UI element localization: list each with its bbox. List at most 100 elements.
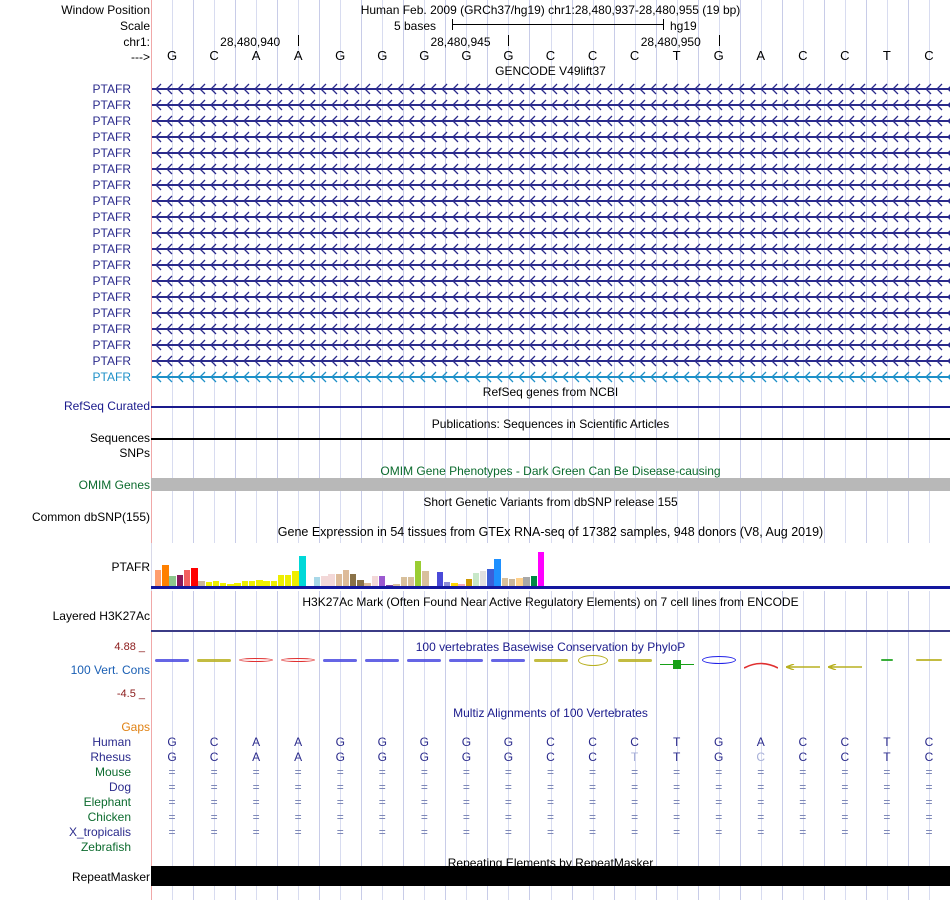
conservation-phylop-plot[interactable] (151, 634, 950, 694)
gencode-gene-label[interactable]: PTAFR (92, 114, 131, 128)
gencode-gene-label[interactable]: PTAFR (92, 194, 131, 208)
gtex-tissue-bar[interactable] (256, 579, 263, 588)
gencode-transcript-row[interactable]: PTAFR (0, 113, 950, 129)
gtex-tissue-bar[interactable] (516, 578, 523, 588)
multiz-species-label[interactable]: Zebrafish (80, 840, 131, 854)
gencode-transcript-row[interactable]: PTAFR (0, 97, 950, 113)
gtex-tissue-bar[interactable] (220, 583, 227, 588)
gencode-gene-label[interactable]: PTAFR (92, 210, 131, 224)
gencode-transcript-row[interactable]: PTAFR (0, 209, 950, 225)
gencode-gene-label[interactable]: PTAFR (92, 338, 131, 352)
gencode-gene-label[interactable]: PTAFR (92, 82, 131, 96)
gtex-tissue-bar[interactable] (415, 561, 422, 588)
gencode-gene-label[interactable]: PTAFR (92, 146, 131, 160)
gtex-tissue-bar[interactable] (494, 558, 501, 588)
gencode-gene-label[interactable]: PTAFR (92, 354, 131, 368)
gtex-tissue-bar[interactable] (487, 568, 494, 588)
gencode-transcript-row[interactable]: PTAFR (0, 129, 950, 145)
gtex-tissue-bar[interactable] (465, 578, 472, 588)
multiz-species-row[interactable]: Dog = = = = = = = = = = = = = = = = = = = (0, 780, 950, 795)
gtex-tissue-bar[interactable] (422, 571, 429, 588)
gtex-tissue-bar[interactable] (530, 575, 537, 588)
gtex-tissue-bar[interactable] (472, 573, 480, 588)
multiz-species-row[interactable]: X_tropicalis = = = = = = = = = = = = = = = = = = = (0, 825, 950, 840)
multiz-species-label[interactable]: Mouse (94, 765, 131, 779)
gencode-transcript-row[interactable]: PTAFR (0, 321, 950, 337)
gtex-tissue-bar[interactable] (443, 582, 451, 588)
gtex-tissue-bar[interactable] (436, 572, 444, 588)
gtex-tissue-bar[interactable] (480, 570, 487, 588)
gencode-gene-label[interactable]: PTAFR (92, 242, 131, 256)
gtex-tissue-bar[interactable] (342, 569, 350, 588)
gencode-gene-label[interactable]: PTAFR (92, 162, 131, 176)
gencode-gene-label[interactable]: PTAFR (92, 258, 131, 272)
gtex-tissue-bar[interactable] (393, 583, 400, 588)
multiz-species-label[interactable]: Human (92, 735, 131, 749)
gencode-gene-label[interactable]: PTAFR (92, 306, 131, 320)
multiz-species-row[interactable]: Human G C A A G G G G G C C C T G A C C T C (0, 735, 950, 750)
gtex-tissue-bar[interactable] (371, 576, 379, 588)
multiz-species-row[interactable]: Mouse = = = = = = = = = = = = = = = = = = = (0, 765, 950, 780)
gencode-gene-label[interactable]: PTAFR (92, 322, 131, 336)
gencode-gene-label[interactable]: PTAFR (92, 98, 131, 112)
gtex-tissue-bar[interactable] (458, 583, 465, 588)
gtex-tissue-bar[interactable] (299, 556, 306, 588)
multiz-species-label[interactable]: X_tropicalis (68, 825, 131, 839)
gencode-gene-label[interactable]: PTAFR (92, 178, 131, 192)
gtex-tissue-bar[interactable] (350, 573, 357, 588)
gencode-transcript-row[interactable]: PTAFR (0, 161, 950, 177)
gtex-tissue-bar[interactable] (241, 581, 249, 588)
gtex-tissue-bar[interactable] (248, 580, 256, 588)
gtex-tissue-bar[interactable] (407, 577, 415, 588)
gencode-transcript-row[interactable]: PTAFR (0, 193, 950, 209)
gtex-tissue-bar[interactable] (364, 583, 371, 588)
gtex-tissue-bar[interactable] (285, 574, 292, 588)
gencode-transcript-row[interactable]: PTAFR (0, 353, 950, 369)
gtex-tissue-bar[interactable] (227, 583, 234, 588)
gencode-transcript-row[interactable]: PTAFR (0, 289, 950, 305)
gtex-tissue-bar[interactable] (537, 552, 545, 588)
multiz-species-row[interactable]: Rhesus G C A A G G G G G C C T T G C C C T C (0, 750, 950, 765)
gencode-transcript-row[interactable]: PTAFR (0, 177, 950, 193)
gencode-gene-label[interactable]: PTAFR (92, 370, 131, 384)
gtex-tissue-bar[interactable] (321, 576, 328, 588)
gtex-tissue-bar[interactable] (292, 571, 299, 588)
gtex-tissue-bar[interactable] (270, 580, 277, 588)
gencode-transcript-row[interactable]: PTAFR (0, 241, 950, 257)
multiz-species-row[interactable]: Elephant = = = = = = = = = = = = = = = = = = = (0, 795, 950, 810)
gencode-transcript-row[interactable]: PTAFR (0, 81, 950, 97)
gtex-tissue-bar[interactable] (501, 578, 509, 588)
gtex-tissue-bar[interactable] (508, 578, 516, 588)
gencode-transcript-row[interactable]: PTAFR (0, 273, 950, 289)
gencode-transcript-row[interactable]: PTAFR (0, 225, 950, 241)
gtex-tissue-bar[interactable] (263, 580, 270, 588)
gencode-transcript-row[interactable]: PTAFR (0, 257, 950, 273)
gtex-tissue-bar[interactable] (191, 568, 198, 588)
gtex-expression-chart[interactable] (151, 543, 950, 591)
gencode-transcript-row[interactable]: PTAFR (0, 369, 950, 385)
gencode-gene-label[interactable]: PTAFR (92, 226, 131, 240)
multiz-species-label[interactable]: Elephant (83, 795, 131, 809)
gtex-tissue-bar[interactable] (451, 583, 458, 588)
gtex-tissue-bar[interactable] (277, 574, 285, 588)
multiz-species-label[interactable]: Rhesus (90, 750, 131, 764)
multiz-species-label[interactable]: Dog (108, 780, 131, 794)
multiz-species-row[interactable]: Zebrafish (0, 840, 950, 855)
gtex-tissue-bar[interactable] (335, 573, 342, 588)
gtex-tissue-bar[interactable] (313, 577, 321, 588)
gtex-tissue-bar[interactable] (523, 577, 530, 588)
gtex-tissue-bar[interactable] (328, 573, 335, 588)
gencode-transcript-row[interactable]: PTAFR (0, 145, 950, 161)
gencode-gene-label[interactable]: PTAFR (92, 130, 131, 144)
multiz-species-label[interactable]: Chicken (87, 810, 131, 824)
gtex-tissue-bar[interactable] (234, 583, 241, 588)
gencode-gene-label[interactable]: PTAFR (92, 290, 131, 304)
gtex-tissue-bar[interactable] (205, 582, 212, 588)
gencode-transcript-row[interactable]: PTAFR (0, 337, 950, 353)
gtex-tissue-bar[interactable] (212, 581, 220, 588)
multiz-species-row[interactable]: Chicken = = = = = = = = = = = = = = = = = = = (0, 810, 950, 825)
gencode-transcript-row[interactable]: PTAFR (0, 305, 950, 321)
gtex-tissue-bar[interactable] (155, 569, 162, 588)
gtex-tissue-bar[interactable] (176, 574, 184, 588)
gtex-tissue-bar[interactable] (357, 579, 364, 588)
